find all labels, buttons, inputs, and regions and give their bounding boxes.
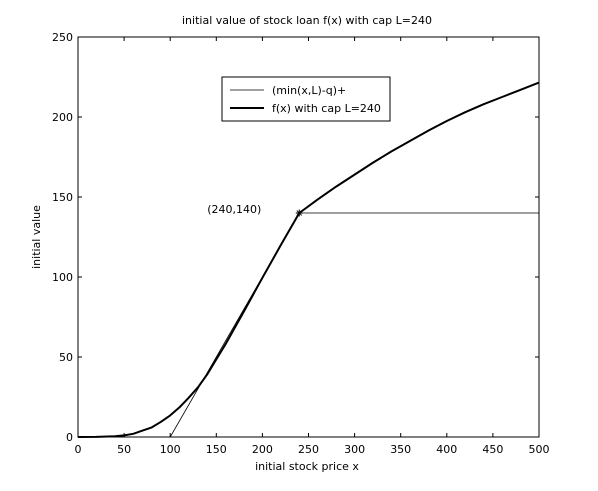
legend-label-0: (min(x,L)-q)+ bbox=[272, 84, 346, 97]
x-tick-label: 350 bbox=[390, 443, 411, 456]
series-line-0 bbox=[78, 212, 539, 438]
legend-label-1: f(x) with cap L=240 bbox=[272, 102, 381, 115]
y-tick-label: 50 bbox=[59, 351, 73, 364]
x-tick-label: 0 bbox=[75, 443, 82, 456]
y-tick-label: 0 bbox=[66, 431, 73, 444]
y-tick-label: 150 bbox=[52, 191, 73, 204]
x-tick-label: 400 bbox=[436, 443, 457, 456]
x-tick-label: 100 bbox=[160, 443, 181, 456]
y-axis-label: initial value bbox=[30, 205, 43, 269]
x-axis-label: initial stock price x bbox=[255, 460, 359, 473]
x-tick-label: 300 bbox=[344, 443, 365, 456]
x-tick-label: 200 bbox=[252, 443, 273, 456]
annotation-label: (240,140) bbox=[207, 203, 261, 216]
legend-box bbox=[221, 76, 391, 122]
x-tick-label: 500 bbox=[529, 443, 550, 456]
series-line-1 bbox=[77, 81, 540, 438]
y-tick-label: 200 bbox=[52, 111, 73, 124]
y-tick-label: 250 bbox=[52, 31, 73, 44]
annotation-marker bbox=[295, 209, 303, 217]
x-tick-label: 250 bbox=[298, 443, 319, 456]
y-tick-label: 100 bbox=[52, 271, 73, 284]
x-tick-label: 150 bbox=[206, 443, 227, 456]
chart-title: initial value of stock loan f(x) with ca… bbox=[182, 14, 432, 27]
x-tick-label: 450 bbox=[482, 443, 503, 456]
x-tick-label: 50 bbox=[117, 443, 131, 456]
